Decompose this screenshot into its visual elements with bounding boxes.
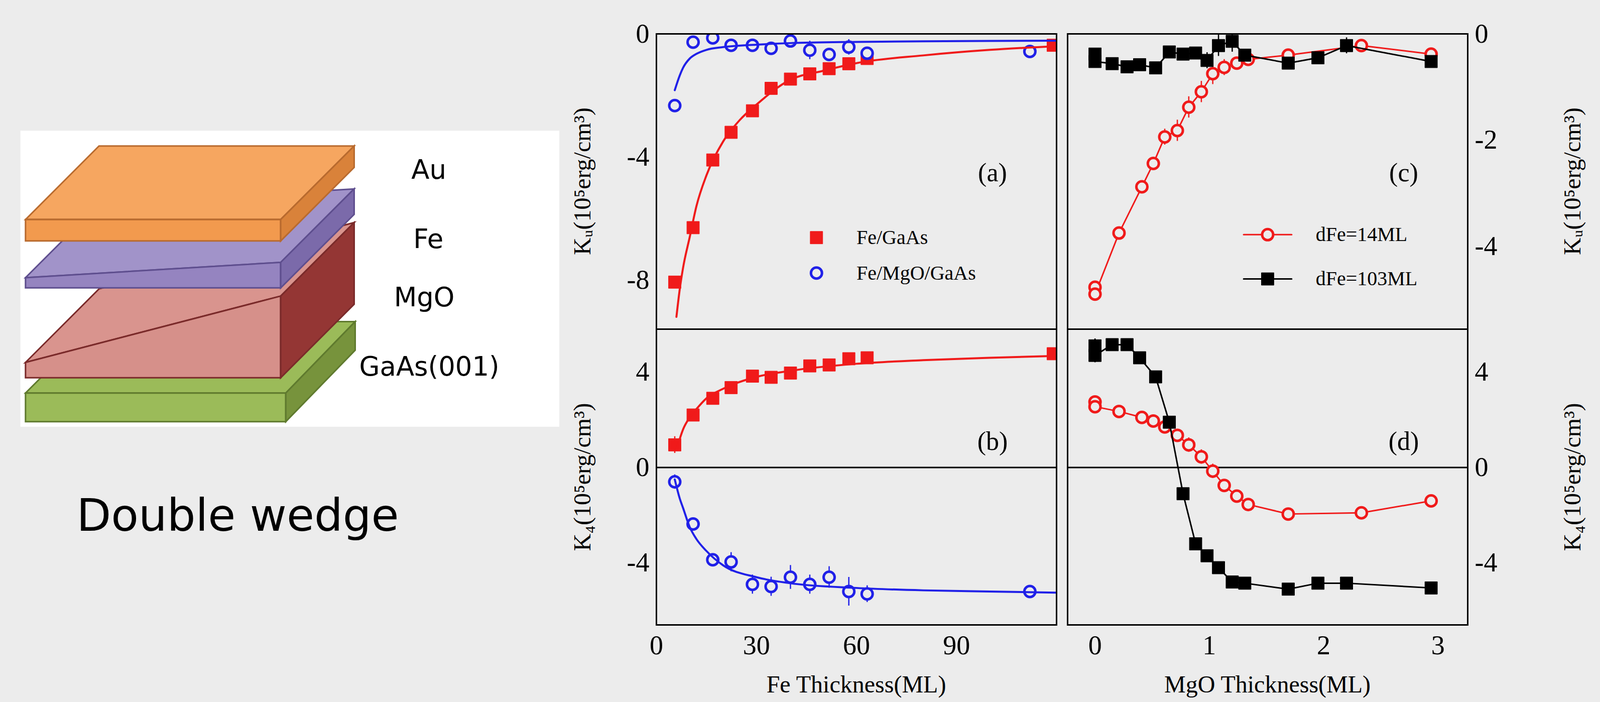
svg-text:Fe/MgO/GaAs: Fe/MgO/GaAs	[856, 261, 976, 285]
svg-text:(d): (d)	[1388, 426, 1420, 456]
html-text:Kᵤ(10⁵erg/cm³): Kᵤ(10⁵erg/cm³)	[1558, 107, 1586, 255]
svg-text:0: 0	[636, 18, 650, 49]
svg-text:60: 60	[842, 630, 871, 661]
svg-text:Fe/GaAs: Fe/GaAs	[856, 225, 928, 249]
svg-text:-4: -4	[1474, 230, 1498, 262]
svg-text:3: 3	[1431, 630, 1445, 661]
html-text:K₄(10⁵erg/cm³): K₄(10⁵erg/cm³)	[568, 402, 596, 551]
svg-text:-4: -4	[1474, 547, 1498, 578]
html-text:K₄(10⁵erg/cm³): K₄(10⁵erg/cm³)	[1558, 402, 1586, 551]
svg-text:MgO: MgO	[394, 281, 455, 313]
svg-text:0: 0	[636, 451, 650, 482]
html-text:MgO Thickness(ML): MgO Thickness(ML)	[1164, 670, 1371, 698]
svg-text:0: 0	[649, 630, 664, 661]
svg-text:Au: Au	[411, 154, 447, 185]
svg-text:dFe=103ML: dFe=103ML	[1315, 267, 1418, 290]
svg-text:90: 90	[942, 630, 970, 661]
svg-text:30: 30	[743, 630, 771, 661]
svg-text:Fe: Fe	[413, 223, 444, 255]
svg-text:Double wedge: Double wedge	[76, 488, 399, 542]
svg-text:(a): (a)	[977, 158, 1008, 188]
svg-text:0: 0	[1474, 18, 1489, 49]
svg-text:dFe=14ML: dFe=14ML	[1315, 222, 1408, 246]
svg-text:4: 4	[636, 356, 650, 387]
html-text:Fe Thickness(ML): Fe Thickness(ML)	[766, 670, 947, 698]
svg-text:0: 0	[1474, 451, 1489, 482]
svg-text:-4: -4	[627, 141, 650, 172]
svg-text:4: 4	[1474, 356, 1489, 387]
html-text:Kᵤ(10⁵erg/cm³): Kᵤ(10⁵erg/cm³)	[568, 107, 596, 255]
svg-text:(b): (b)	[977, 426, 1009, 456]
svg-text:-4: -4	[627, 547, 650, 578]
svg-text:2: 2	[1316, 630, 1331, 661]
svg-text:1: 1	[1202, 630, 1216, 661]
svg-text:-8: -8	[627, 264, 650, 295]
svg-text:-2: -2	[1474, 124, 1498, 155]
svg-text:GaAs(001): GaAs(001)	[359, 350, 500, 382]
svg-text:0: 0	[1088, 630, 1102, 661]
svg-text:(c): (c)	[1389, 158, 1419, 188]
